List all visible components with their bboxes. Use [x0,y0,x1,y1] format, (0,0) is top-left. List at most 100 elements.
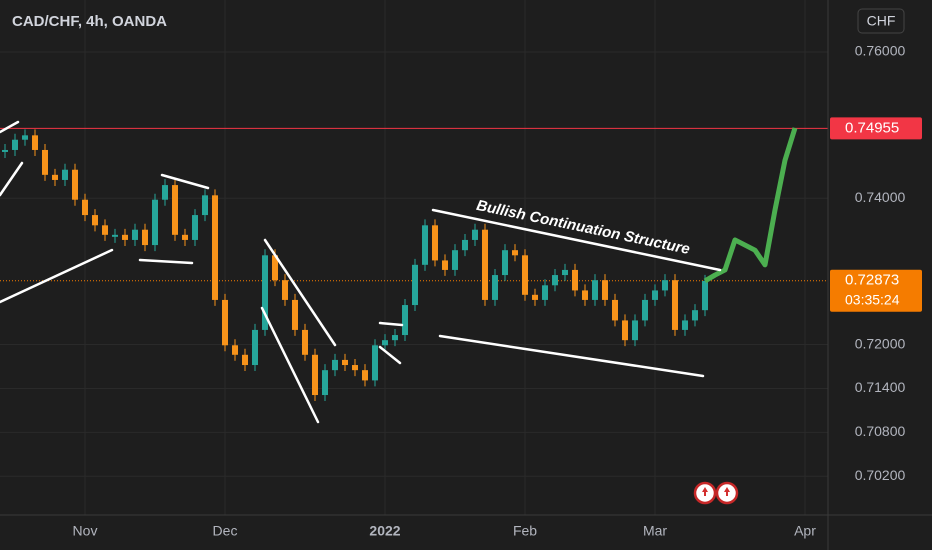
candle [92,215,98,226]
trendlines [0,120,722,424]
trendline [138,258,194,265]
event-flags [693,481,739,505]
y-tick-label: 0.70800 [855,423,906,439]
candle [72,169,78,200]
trendline [260,306,320,424]
candle [532,294,538,300]
candle [492,275,498,300]
currency-label: CHF [867,13,896,29]
candle [682,320,688,330]
y-tick-label: 0.74000 [855,189,906,205]
candle [302,329,308,355]
candle [342,359,348,366]
candle [2,149,8,152]
candle [42,149,48,175]
candle [352,365,358,371]
candle [602,280,608,300]
candle [502,250,508,276]
candle [152,199,158,246]
trendline [263,238,337,347]
y-tick-label: 0.70200 [855,467,906,483]
candle [672,280,678,330]
candle [452,250,458,270]
candle [372,345,378,381]
candle [562,269,568,276]
candle [22,135,28,140]
candle [402,305,408,336]
candle [462,239,468,251]
candle [572,269,578,291]
candle [112,234,118,237]
candle [62,169,68,180]
trendline [431,208,722,272]
x-tick-label: Nov [73,523,98,539]
price-badge [830,269,922,312]
candle [122,234,128,240]
price-label: 0.72873 [845,272,899,289]
candle [522,255,528,295]
candle [632,320,638,341]
y-tick-label: 0.76000 [855,43,906,59]
candle [222,299,228,346]
candle [652,290,658,300]
candle [612,299,618,321]
y-tick-label: 0.72000 [855,335,906,351]
candle [192,215,198,240]
candle [512,250,518,256]
candle [542,285,548,300]
candle [322,370,328,396]
trendline [438,334,705,378]
symbol-title: CAD/CHF, 4h, OANDA [12,13,167,30]
candle [582,290,588,300]
trendline [378,345,402,365]
candle [162,185,168,200]
candle [622,320,628,341]
x-tick-label: Feb [513,523,537,539]
trendline [0,248,114,304]
candle [82,199,88,216]
candle [242,354,248,366]
price-badge [830,117,922,140]
candle [182,234,188,240]
candle [442,260,448,270]
x-tick-label: Mar [643,523,667,539]
price-label: 0.74955 [845,119,899,136]
candle [412,264,418,306]
trendline [160,173,210,190]
candle [232,345,238,355]
forecast-line [703,127,798,284]
candle [552,275,558,286]
candle [642,299,648,321]
candle [392,335,398,341]
trendline [0,120,20,134]
x-tick-label: 2022 [369,523,400,539]
candle [252,329,258,366]
candle [32,135,38,150]
countdown-label: 03:35:24 [845,291,900,307]
candle [432,225,438,261]
candle [332,359,338,371]
trendline [0,161,24,197]
candle [52,174,58,180]
candle [702,280,708,311]
flag-leaf [702,487,708,496]
candle [422,225,428,265]
candle [362,370,368,381]
labels: 0.76000 0.74000 0.72000 0.71400 0.70800 0.702… [73,43,922,539]
candle [202,195,208,216]
candle [312,354,318,396]
candle [262,255,268,330]
marks [2,127,798,402]
currency-button[interactable] [857,8,905,34]
candle [482,229,488,300]
trendline [378,321,404,327]
candle [172,185,178,235]
candle [212,195,218,300]
candle [102,225,108,235]
candle [692,310,698,321]
candle [382,340,388,346]
x-tick-label: Apr [794,523,816,539]
candle [282,280,288,300]
